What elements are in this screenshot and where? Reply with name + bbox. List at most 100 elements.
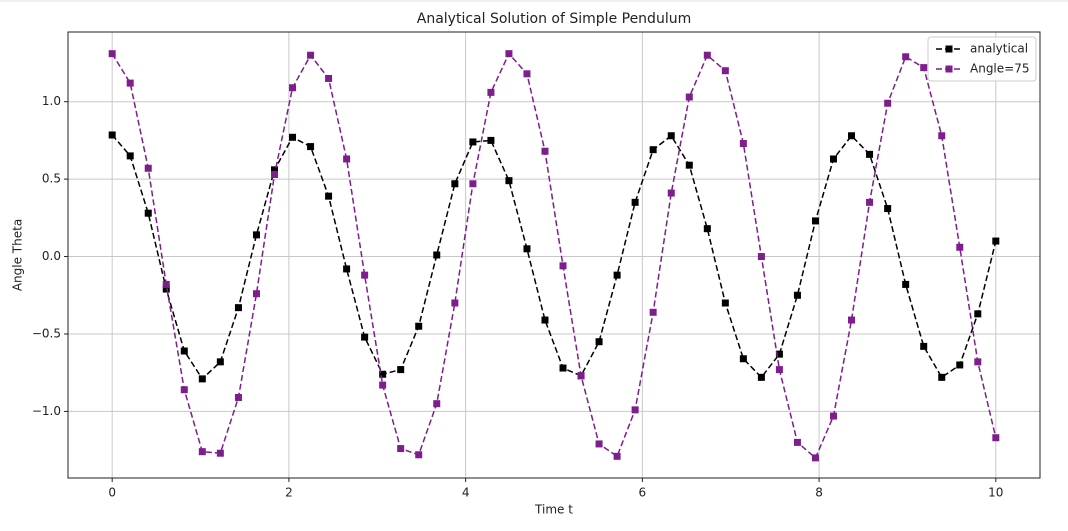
marker: [216, 358, 224, 366]
marker: [505, 50, 513, 58]
marker: [325, 192, 333, 200]
marker: [649, 146, 657, 154]
marker: [234, 304, 242, 312]
marker: [271, 170, 279, 178]
marker: [162, 285, 170, 293]
marker: [829, 155, 837, 163]
legend-label: Angle=75: [970, 62, 1029, 76]
marker: [902, 280, 910, 288]
marker: [415, 451, 423, 459]
marker: [938, 373, 946, 381]
marker: [234, 393, 242, 401]
marker: [920, 342, 928, 350]
marker: [866, 198, 874, 206]
marker: [739, 355, 747, 363]
y-tick-label: 0.0: [42, 249, 61, 263]
marker: [523, 70, 531, 78]
plot-frame: [67, 31, 1041, 479]
marker: [216, 449, 224, 457]
marker: [487, 88, 495, 96]
marker: [252, 290, 260, 298]
marker: [343, 265, 351, 273]
marker: [397, 445, 405, 453]
x-tick-label: 4: [462, 486, 470, 500]
y-tick-label: 1.0: [42, 94, 61, 108]
marker: [559, 364, 567, 372]
marker: [271, 166, 279, 174]
x-tick-label: 2: [285, 486, 293, 500]
marker: [361, 271, 369, 279]
y-tick-label: −0.5: [32, 326, 61, 340]
marker: [433, 400, 441, 408]
marker: [649, 308, 657, 316]
marker: [144, 164, 152, 172]
marker: [469, 180, 477, 188]
legend: analytical Angle=75: [927, 36, 1037, 82]
marker: [523, 245, 531, 253]
marker: [811, 217, 819, 225]
marker: [108, 50, 116, 58]
marker: [884, 99, 892, 107]
x-axis-label: Time t: [534, 503, 573, 517]
chart-title: Analytical Solution of Simple Pendulum: [417, 11, 691, 27]
series-line: [111, 52, 997, 460]
marker: [631, 406, 639, 414]
marker: [829, 412, 837, 420]
marker: [703, 225, 711, 233]
x-tick-label: 6: [639, 486, 647, 500]
marker: [920, 64, 928, 72]
marker: [667, 189, 675, 197]
marker: [721, 299, 729, 307]
marker: [505, 177, 513, 185]
marker: [667, 132, 675, 140]
x-tick-label: 10: [988, 486, 1003, 500]
marker: [289, 84, 297, 92]
marker: [848, 132, 856, 140]
marker: [198, 375, 206, 383]
marker: [252, 231, 260, 239]
marker: [415, 322, 423, 330]
marker: [379, 381, 387, 389]
marker: [613, 271, 621, 279]
marker: [775, 350, 783, 358]
marker: [902, 53, 910, 61]
marker: [289, 133, 297, 141]
marker: [775, 366, 783, 374]
marker: [307, 51, 315, 59]
marker: [198, 448, 206, 456]
marker: [541, 316, 549, 324]
marker: [631, 198, 639, 206]
marker: [685, 161, 693, 169]
marker: [992, 237, 1000, 245]
marker: [469, 138, 477, 146]
marker: [487, 136, 495, 144]
marker: [974, 310, 982, 318]
marker: [397, 366, 405, 374]
y-tick-label: 0.5: [42, 172, 61, 186]
marker: [811, 454, 819, 462]
marker: [162, 280, 170, 288]
marker: [739, 140, 747, 147]
marker: [848, 316, 856, 324]
marker: [144, 209, 152, 217]
marker: [884, 205, 892, 213]
marker: [180, 386, 188, 394]
marker: [577, 372, 585, 380]
marker: [307, 143, 315, 151]
legend-box: [927, 36, 1037, 82]
marker: [379, 370, 387, 378]
marker: [180, 347, 188, 355]
marker: [108, 131, 116, 139]
marker: [613, 452, 621, 460]
marker: [559, 262, 567, 270]
series-line: [111, 134, 997, 381]
marker: [126, 79, 134, 87]
y-axis-label: Angle Theta: [11, 219, 25, 291]
marker: [433, 251, 441, 259]
marker: [956, 243, 964, 251]
marker: [793, 438, 801, 446]
marker: [126, 152, 134, 160]
legend-label: analytical: [970, 42, 1028, 56]
marker: [956, 361, 964, 369]
marker: [703, 51, 711, 59]
